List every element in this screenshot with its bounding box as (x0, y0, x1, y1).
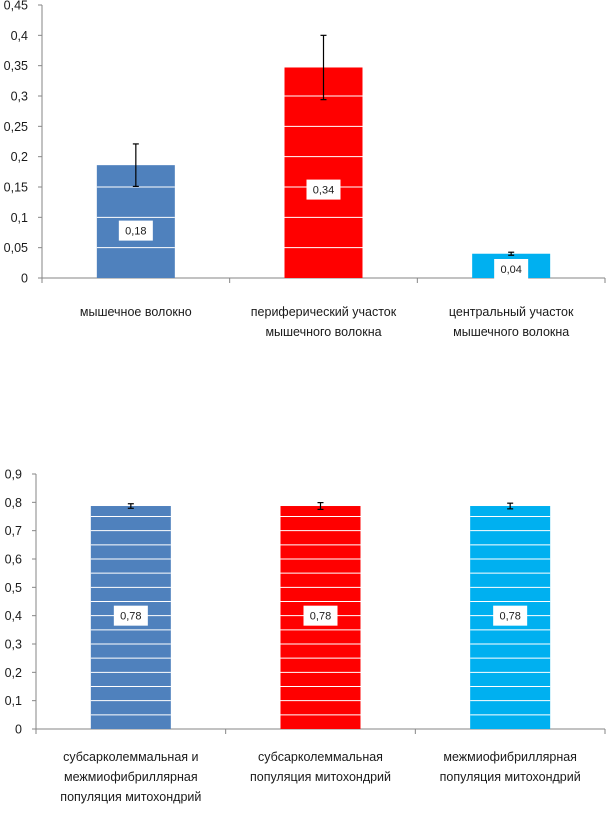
data-label: 0,78 (499, 611, 520, 623)
y-tick-label: 0,8 (5, 496, 22, 510)
y-tick-label: 0,25 (4, 120, 28, 134)
data-label: 0,78 (310, 611, 331, 623)
y-tick-label: 0,05 (4, 241, 28, 255)
data-label: 0,04 (500, 264, 521, 276)
y-tick-label: 0,35 (4, 59, 28, 73)
category-label: популяция митохондрий (440, 770, 581, 784)
data-label: 0,34 (313, 185, 334, 197)
category-label: мышечного волокна (265, 325, 381, 339)
data-label-box (113, 605, 148, 626)
data-label: 0,78 (120, 611, 141, 623)
chart-fiber-regions: 0 0,05 0,1 0,15 0,2 0,25 0,3 0,35 0,4 0,45 0,18 мыш… (4, 0, 606, 339)
category-label: межмиофибриллярная (64, 770, 198, 784)
y-tick-label: 0,3 (5, 638, 22, 652)
y-tick-label: 0,1 (5, 694, 22, 708)
data-label-box (494, 259, 529, 279)
y-tick-label: 0,2 (5, 666, 22, 680)
category-label: популяция митохондрий (60, 790, 201, 804)
category-label: центральный участок (449, 305, 574, 319)
y-tick-label: 0,5 (5, 581, 22, 595)
category-label: субсарколеммальная (258, 750, 383, 764)
category-label: мышечное волокно (80, 305, 192, 319)
y-tick-label: 0,9 (5, 468, 22, 482)
y-tick-label: 0 (21, 272, 28, 286)
y-tick-label: 0 (15, 723, 22, 737)
y-tick-label: 0,1 (11, 211, 28, 225)
data-label: 0,18 (125, 226, 146, 238)
y-tick-label: 0,3 (11, 90, 28, 104)
y-tick-label: 0,6 (5, 553, 22, 567)
category-label: мышечного волокна (453, 325, 569, 339)
y-tick-label: 0,4 (11, 29, 28, 43)
y-tick-label: 0,4 (5, 609, 22, 623)
category-label: межмиофибриллярная (443, 750, 577, 764)
y-tick-label: 0,2 (11, 150, 28, 164)
data-label-box (303, 605, 338, 626)
data-label-box (118, 220, 153, 241)
chart-mitochondria-populations: 0 0,1 0,2 0,3 0,4 0,5 0,6 0,7 0,8 0,9 0,78 субсарко… (5, 468, 606, 804)
category-label: периферический участок (251, 305, 397, 319)
y-tick-label: 0,7 (5, 524, 22, 538)
bar (284, 67, 363, 278)
category-label: субсарколеммальная и (63, 750, 198, 764)
data-label-box (493, 605, 528, 626)
y-tick-label: 0,15 (4, 181, 28, 195)
y-tick-label: 0,45 (4, 0, 28, 13)
category-label: популяция митохондрий (250, 770, 391, 784)
data-label-box (306, 179, 341, 200)
